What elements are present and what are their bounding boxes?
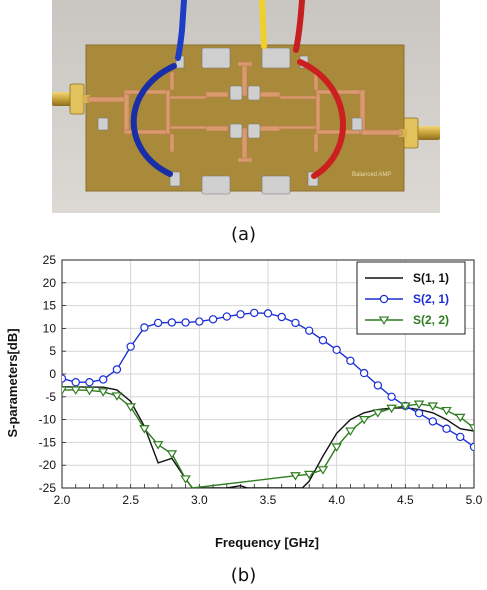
data-point-s2-14 (331, 443, 342, 452)
caption-a: (a) (230, 224, 257, 245)
y-axis-label: S-parameters[dB] (5, 328, 20, 437)
caption-b: (b) (230, 565, 257, 586)
x-tick-label: 2.0 (54, 493, 71, 507)
data-point-s1-23 (373, 381, 383, 390)
series-1 (62, 308, 474, 452)
y-tick-label: -10 (39, 413, 57, 427)
y-tick-label: 15 (43, 299, 57, 313)
legend-box (356, 261, 466, 335)
y-tick-label: -25 (39, 481, 57, 495)
series-layer (62, 308, 474, 488)
data-point-s2-24 (468, 424, 474, 433)
data-point-s1-22 (359, 368, 369, 378)
data-point-s1-17 (291, 318, 300, 328)
data-point-s2-7 (152, 441, 164, 450)
y-tick-label: -15 (39, 435, 57, 449)
legend-label: S(1, 1) (413, 271, 449, 285)
data-point-s1-12 (222, 312, 231, 321)
x-tick-label: 4.0 (328, 493, 345, 507)
data-point-sL1-0 (379, 294, 389, 304)
data-point-s1-6 (140, 323, 149, 332)
bias-wires (130, 0, 346, 179)
data-point-s2-23 (454, 413, 466, 423)
data-point-s2-9 (180, 475, 191, 484)
y-tick-label: 5 (49, 344, 56, 358)
data-point-s1-16 (277, 312, 286, 322)
data-point-s2-8 (166, 450, 178, 459)
data-point-s2-5 (125, 403, 136, 412)
x-tick-labels: 2.0 2.5 3.0 3.5 4.0 4.5 5.0 (54, 493, 483, 507)
data-point-s2-1 (70, 386, 82, 395)
data-point-s1-28 (442, 424, 451, 433)
y-tick-label: 20 (43, 276, 57, 290)
amplifier-board-photo: Balanced AMP (52, 0, 440, 213)
legend-label: S(2, 1) (413, 292, 449, 306)
data-point-s1-5 (126, 342, 135, 351)
data-point-s1-1 (71, 378, 80, 387)
y-tick-label: 10 (43, 321, 57, 335)
data-point-s2-20 (413, 400, 425, 410)
data-point-s1-10 (195, 317, 204, 326)
y-tick-label: -20 (39, 458, 57, 472)
data-point-s1-18 (305, 326, 314, 335)
board-label: Balanced AMP (352, 172, 391, 178)
data-point-s1-29 (456, 432, 465, 442)
data-point-s1-7 (153, 318, 163, 328)
series-2 (62, 386, 474, 488)
data-point-s1-20 (332, 345, 341, 355)
sma-connector-left (52, 83, 90, 115)
data-point-s2-4 (111, 392, 123, 401)
x-tick-label: 5.0 (466, 493, 483, 507)
data-point-s1-9 (181, 318, 190, 327)
data-point-s2-18 (386, 404, 397, 414)
data-point-s1-8 (167, 318, 177, 327)
data-point-s2-19 (400, 402, 411, 411)
data-point-s1-0 (62, 374, 67, 383)
data-point-sL2-0 (378, 316, 390, 325)
x-axis-label: Frequency [GHz] (215, 535, 319, 550)
data-point-s1-27 (428, 417, 437, 426)
x-tick-label: 2.5 (122, 493, 139, 507)
sma-connector-right (399, 117, 440, 149)
data-point-s1-4 (112, 365, 122, 374)
data-point-s2-3 (97, 388, 109, 397)
data-point-s1-3 (98, 375, 108, 384)
data-point-s1-24 (387, 392, 396, 401)
y-tick-label: 0 (49, 367, 56, 381)
data-point-s1-2 (85, 378, 94, 387)
data-point-s1-19 (318, 336, 328, 345)
microstrip-traces (87, 61, 403, 163)
series-0 (62, 386, 474, 488)
data-point-s2-13 (317, 466, 329, 475)
data-point-s2-2 (84, 386, 95, 396)
minor-ticks (61, 259, 475, 489)
data-point-s1-26 (414, 409, 424, 418)
data-point-s2-17 (372, 409, 384, 418)
data-point-s2-0 (62, 386, 68, 395)
data-point-s1-13 (236, 310, 245, 319)
series-line-0 (62, 386, 474, 488)
x-tick-label: 3.0 (191, 493, 208, 507)
legend: S(1, 1) S(2, 1) S(2, 2) (356, 261, 466, 335)
y-tick-labels: 25 20 15 10 5 0 -5 -10 -15 -20 -25 (39, 253, 57, 495)
data-point-s2-21 (427, 402, 439, 411)
data-point-s1-30 (469, 442, 474, 452)
data-point-s1-14 (250, 308, 259, 318)
legend-label: S(2, 2) (413, 313, 449, 327)
data-point-s2-11 (290, 472, 301, 481)
data-point-s2-22 (441, 406, 452, 416)
data-point-s1-15 (263, 309, 273, 318)
y-tick-label: 25 (43, 253, 57, 267)
data-point-s2-16 (358, 416, 370, 425)
x-tick-label: 4.5 (397, 493, 414, 507)
components (97, 47, 363, 195)
x-tick-label: 3.5 (260, 493, 277, 507)
data-point-s2-15 (345, 427, 356, 436)
data-point-s1-11 (208, 315, 218, 324)
data-point-s1-21 (346, 356, 355, 365)
data-point-s2-12 (303, 470, 315, 480)
y-tick-label: -5 (45, 390, 56, 404)
data-point-s2-6 (139, 425, 150, 434)
s-parameter-chart: 2.0 2.5 3.0 3.5 4.0 4.5 5.0 25 20 15 10 5 0 -5 -10 -15… (5, 253, 483, 550)
